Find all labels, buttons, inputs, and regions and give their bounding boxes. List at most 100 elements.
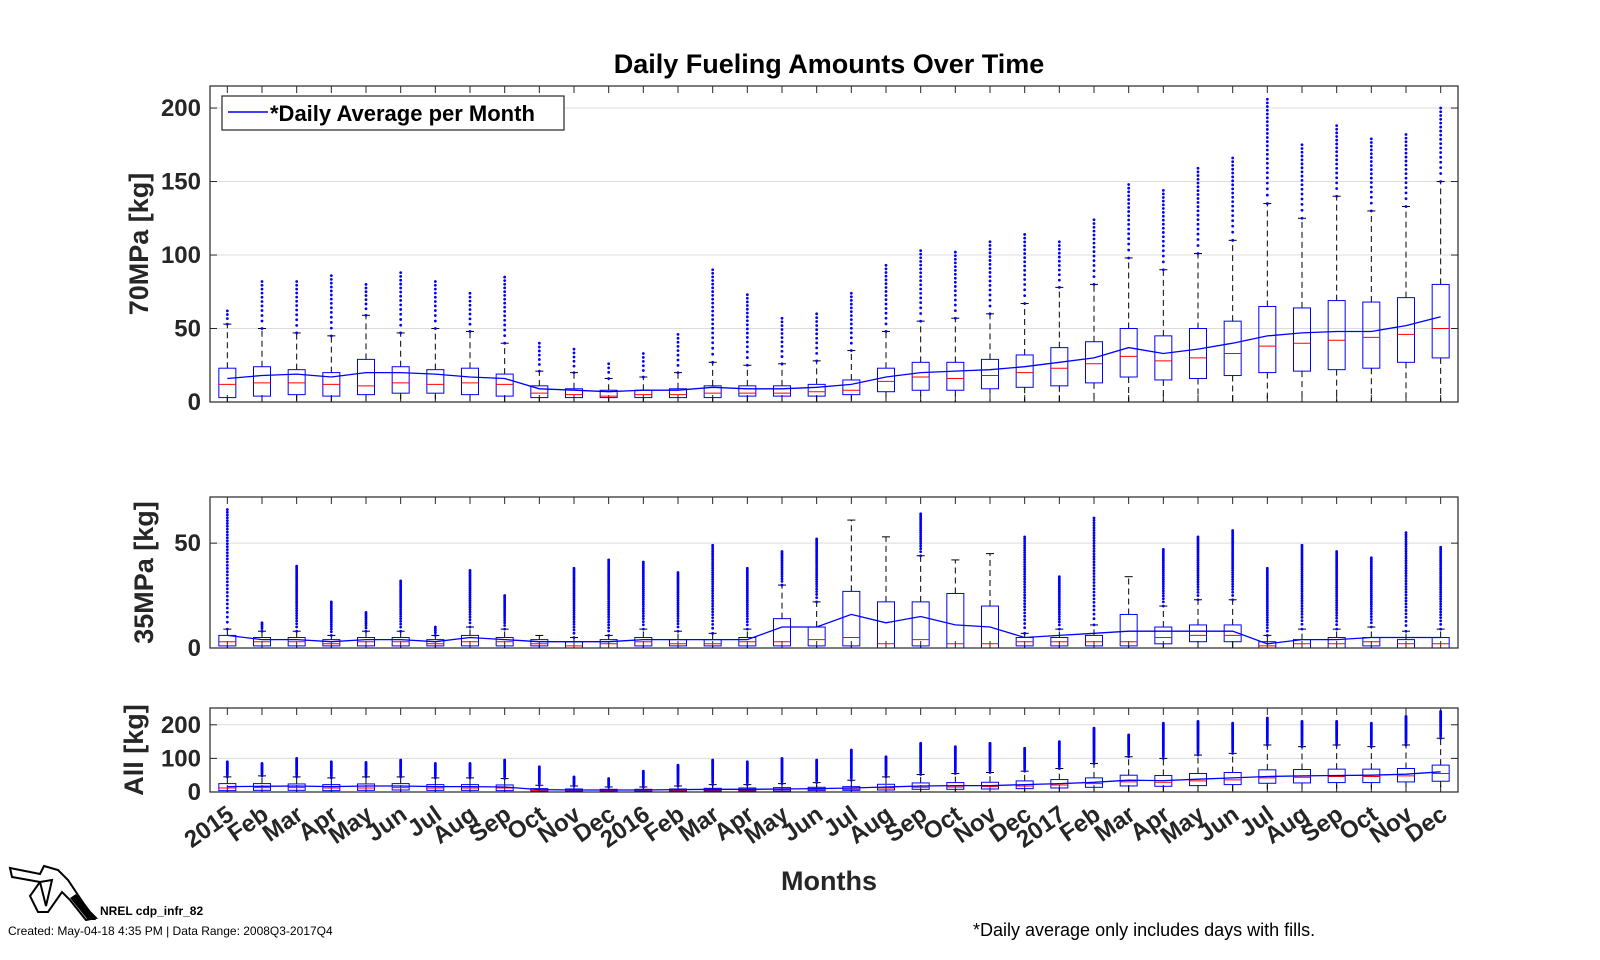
outlier-point [815,332,819,336]
iqr-box [807,383,826,397]
outlier-point [1161,587,1165,590]
outlier-point [1439,155,1443,159]
outlier-point [1023,273,1027,277]
outlier-point [225,627,229,631]
outlier-point [1439,160,1443,164]
outlier-point [572,364,576,368]
outlier-point [711,562,715,566]
outlier-point [1161,578,1165,582]
outlier-point [1023,553,1027,557]
outlier-point [1335,138,1339,142]
outlier-point [1369,605,1373,608]
outlier-point [1335,187,1339,190]
box-jun [1223,721,1242,793]
outlier-point [745,311,749,315]
outlier-point [225,551,229,555]
outlier-point [1265,202,1269,205]
outlier-point [641,364,645,368]
box-2016 [634,560,653,649]
outlier-point [815,571,819,575]
outlier-point [1335,596,1339,600]
box-sep [1327,720,1346,793]
outlier-point [641,596,645,600]
outlier-point [988,288,992,292]
panel-35mpa: 0 50 35MPa [kg] [129,496,1459,662]
outlier-point [537,783,541,787]
axes-frame [209,85,1459,403]
box-apr [1154,548,1173,649]
outlier-point [1404,181,1408,185]
outlier-point [745,293,749,297]
outlier-point [1369,621,1373,625]
axes-frame [209,496,1459,649]
outlier-point [711,301,715,305]
outlier-point [1057,599,1061,603]
outlier-point [1404,176,1408,180]
chart-id: NREL cdp_infr_82 [100,904,203,918]
outlier-point [849,331,853,335]
outlier-point [1300,601,1304,605]
outlier-point [1231,156,1235,160]
outlier-point [1300,745,1304,749]
outlier-point [1092,597,1096,601]
box-may [357,283,375,403]
outlier-point [433,283,437,287]
outlier-point [1127,227,1131,231]
outlier-point [711,568,715,572]
outlier-point [919,283,923,287]
outlier-point [711,313,715,317]
outlier-point [1300,622,1304,626]
outlier-point [1023,551,1027,555]
outlier-point [1439,129,1443,133]
outlier-point [676,619,680,623]
outlier-point [711,360,715,364]
outlier-point [1369,591,1373,595]
outlier-point [849,306,853,310]
box-2016 [634,769,653,793]
outlier-point [1023,769,1027,773]
outlier-point [399,282,403,286]
outlier-point [1023,618,1027,622]
outlier-point [468,322,472,326]
box-mar [703,543,722,649]
outlier-point [1231,751,1235,755]
outlier-point [503,758,507,762]
outlier-point [988,271,992,274]
outlier-point [572,347,576,351]
outlier-point [1404,172,1408,176]
outlier-point [225,775,229,779]
outlier-point [919,773,923,776]
outlier-point [953,250,957,254]
outlier-point [607,589,611,593]
iqr-box [773,618,791,647]
outlier-point [1369,607,1373,611]
outlier-point [711,564,715,568]
outlier-point [849,336,853,340]
outlier-point [1439,180,1443,183]
outlier-point [1161,584,1165,588]
outlier-point [1335,124,1339,128]
box-aug [877,263,895,403]
outlier-point [1439,579,1443,583]
outlier-point [468,762,472,765]
outlier-point [1300,596,1304,600]
outlier-point [1023,288,1027,292]
outlier-point [1092,516,1096,520]
outlier-point [711,290,715,293]
outlier-point [1300,183,1304,187]
outlier-point [1335,550,1339,553]
outlier-point [1300,627,1304,631]
outlier-point [329,285,333,289]
outlier-point [1369,168,1373,171]
outlier-point [1404,535,1408,539]
outlier-point [433,634,437,637]
outlier-point [1092,566,1096,570]
outlier-point [329,600,333,604]
outlier-point [711,582,715,586]
outlier-point [1023,278,1027,281]
outlier-point [1127,218,1131,222]
x-tick-label: Dec [1401,801,1453,848]
outlier-point [919,271,923,275]
outlier-point [1265,132,1269,135]
outlier-point [329,289,333,293]
